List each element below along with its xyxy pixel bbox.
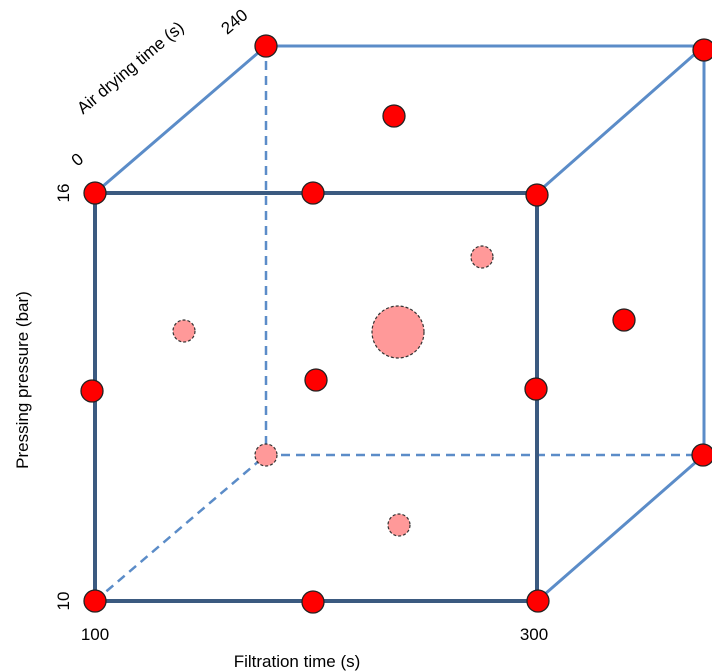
design-point [525, 183, 549, 207]
center-points [172, 245, 494, 537]
design-point [304, 368, 328, 392]
depth-edge-top-left [94, 44, 267, 195]
axial-point [254, 443, 278, 467]
axial-point [387, 513, 411, 537]
axial-point [172, 319, 196, 343]
z-axis-title: Air drying time (s) [73, 18, 187, 118]
design-point [83, 589, 107, 613]
design-point [691, 443, 712, 467]
design-point [526, 589, 550, 613]
z-axis-min-label: 0 [68, 149, 87, 170]
y-axis-max-label: 16 [54, 184, 73, 203]
x-axis-title: Filtration time (s) [234, 652, 361, 671]
center-point [371, 305, 425, 359]
design-point [254, 34, 278, 58]
axial-point [470, 245, 494, 269]
depth-edge-top-right [536, 44, 705, 195]
y-axis-title: Pressing pressure (bar) [13, 291, 32, 469]
y-axis-min-label: 10 [54, 592, 73, 611]
design-point [301, 181, 325, 205]
back-edges [94, 44, 706, 603]
front-face [93, 191, 539, 603]
depth-edge-bottom-right [536, 453, 705, 603]
hidden-edges [94, 46, 704, 602]
design-point [80, 379, 104, 403]
design-point [692, 38, 712, 62]
x-axis-max-label: 300 [520, 625, 548, 644]
design-point [612, 308, 636, 332]
design-point [382, 104, 406, 128]
hidden-edge-depth [94, 454, 267, 602]
design-point [301, 590, 325, 614]
z-axis-max-label: 240 [217, 5, 251, 38]
design-point [524, 377, 548, 401]
design-point [83, 181, 107, 205]
design-points [80, 34, 712, 614]
x-axis-min-label: 100 [81, 625, 109, 644]
